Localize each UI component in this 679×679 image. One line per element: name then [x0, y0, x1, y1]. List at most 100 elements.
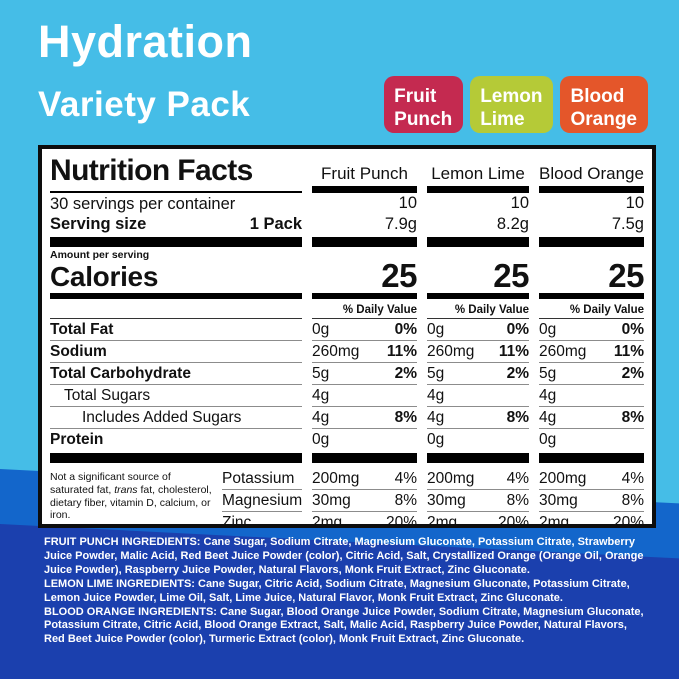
mineral-value-cell: 30mg 8% [427, 490, 529, 512]
nutrient-value-cell: 4g [427, 385, 529, 407]
nutrient-amount: 4g [427, 408, 445, 426]
divider-bar [427, 293, 529, 299]
mineral-percent: 8% [621, 491, 644, 509]
nutrition-facts-title: Nutrition Facts [50, 151, 302, 193]
mineral-amount: 200mg [539, 469, 587, 487]
footnote-trans-italic: trans [114, 483, 138, 496]
nutrient-label: Total Carbohydrate [50, 363, 302, 385]
ingredients-section: FRUIT PUNCH INGREDIENTS: Cane Sugar, Sod… [44, 536, 646, 647]
nutrient-value-cell: 4g 8% [539, 407, 644, 429]
divider-bar [312, 293, 417, 299]
daily-value-header: % Daily Value [427, 301, 529, 319]
nutrient-percent: 11% [386, 342, 417, 360]
flavor-badge-lemon-lime: Lemon Lime [470, 76, 554, 133]
servings-per-container-label: 30 servings per container [50, 195, 236, 213]
nutrient-value-cell: 4g 8% [312, 407, 417, 429]
divider-bar [50, 293, 302, 299]
nutrient-percent: 8% [394, 408, 417, 426]
calories-value: 25 [381, 257, 417, 294]
divider-bar [539, 237, 644, 247]
mineral-percent: 20% [385, 513, 417, 528]
mineral-percent: 8% [506, 491, 529, 509]
mineral-percent: 8% [394, 491, 417, 509]
nutrient-amount: 5g [312, 364, 330, 382]
ingredients-blood-orange: BLOOD ORANGE INGREDIENTS: Cane Sugar, Bl… [44, 605, 644, 646]
serving-size-grams: 7.9g [384, 215, 417, 233]
servings-value: 10 [625, 194, 644, 212]
nutrient-value-cell: 260mg 11% [539, 341, 644, 363]
nutrient-amount: 0g [427, 430, 445, 448]
divider-bar [312, 453, 417, 463]
serving-size-grams: 8.2g [496, 215, 529, 233]
mineral-amount: 30mg [312, 491, 351, 509]
nutrient-percent: 8% [506, 408, 529, 426]
mineral-percent: 4% [506, 469, 529, 487]
divider-bar [427, 453, 529, 463]
nutrient-amount: 4g [427, 386, 445, 404]
flavor-badge-label: Fruit Punch [394, 85, 453, 130]
nutrient-value-cell: 0g 0% [427, 319, 529, 341]
mineral-amount: 30mg [539, 491, 578, 509]
serving-size-value: 1 Pack [249, 215, 302, 233]
mineral-amount: 30mg [427, 491, 466, 509]
nutrient-amount: 260mg [539, 342, 587, 360]
divider-bar [539, 453, 644, 463]
mineral-percent: 4% [394, 469, 417, 487]
nutrient-amount: 5g [539, 364, 557, 382]
nutrient-amount: 4g [539, 408, 557, 426]
daily-value-header: % Daily Value [312, 301, 417, 319]
nutrient-percent: 2% [506, 364, 529, 382]
mineral-percent: 20% [497, 513, 529, 528]
flavor-badge-label: Lemon Lime [480, 85, 543, 130]
calories-row-label: Amount per serving Calories [50, 249, 302, 291]
servings-value: 10 [510, 194, 529, 212]
divider-bar [427, 237, 529, 247]
nutrient-value-cell: 5g 2% [312, 363, 417, 385]
daily-value-header: % Daily Value [539, 301, 644, 319]
mineral-label: Magnesium [222, 490, 302, 512]
flavor-badge-blood-orange: Blood Orange [560, 76, 648, 133]
footnote-part: fat, cholesterol, dietary fiber, vitamin… [50, 483, 212, 522]
nutrient-label: Sodium [50, 341, 302, 363]
nutrient-value-cell: 260mg 11% [312, 341, 417, 363]
nutrient-percent: 0% [394, 320, 417, 338]
ingredients-fruit-punch: FRUIT PUNCH INGREDIENTS: Cane Sugar, Sod… [44, 536, 644, 576]
mineral-amount: 200mg [312, 469, 360, 487]
mineral-amount: 200mg [427, 469, 475, 487]
nutrition-facts-grid: Nutrition Facts Fruit Punch Lemon Lime B… [50, 151, 645, 465]
product-subtitle: Variety Pack [38, 85, 251, 124]
mineral-value-cell: 30mg 8% [539, 490, 644, 512]
mineral-value-cell: 2mg 20% [539, 512, 644, 528]
nutrient-amount: 5g [427, 364, 445, 382]
calories-value: 25 [493, 257, 529, 294]
nutrient-label: Protein [50, 430, 104, 448]
serving-size-grams: 7.5g [611, 215, 644, 233]
nutrient-amount: 4g [312, 408, 330, 426]
nutrient-value-cell: 4g [539, 385, 644, 407]
mineral-amount: 2mg [539, 513, 570, 528]
nutrient-amount: 0g [312, 430, 330, 448]
nutrient-amount: 0g [427, 320, 445, 338]
column-header-fruit-punch: Fruit Punch [312, 151, 417, 193]
nutrient-amount: 260mg [312, 342, 360, 360]
mineral-value-cell: 200mg 4% [427, 468, 529, 490]
mineral-value-cell: 200mg 4% [539, 468, 644, 490]
flavor-badge-fruit-punch: Fruit Punch [384, 76, 464, 133]
amount-per-serving-label: Amount per serving [50, 249, 150, 261]
column-header-lemon-lime: Lemon Lime [427, 151, 529, 193]
nutrient-value-cell: 0g 0% [539, 319, 644, 341]
footnote-part: Not a significant source of saturated fa… [50, 471, 171, 496]
mineral-amount: 2mg [427, 513, 458, 528]
divider-bar [50, 237, 302, 247]
divider-bar [50, 453, 302, 463]
nutrient-amount: 4g [312, 386, 330, 404]
nutrient-value-cell: 5g 2% [427, 363, 529, 385]
nutrient-value-cell: 260mg 11% [427, 341, 529, 363]
nutrient-amount: 4g [539, 386, 557, 404]
calories-value: 25 [608, 257, 644, 294]
nutrient-amount: 0g [539, 320, 557, 338]
mineral-label: Zinc [222, 513, 252, 528]
mineral-percent: 4% [621, 469, 644, 487]
mineral-value-cell: 30mg 8% [312, 490, 417, 512]
